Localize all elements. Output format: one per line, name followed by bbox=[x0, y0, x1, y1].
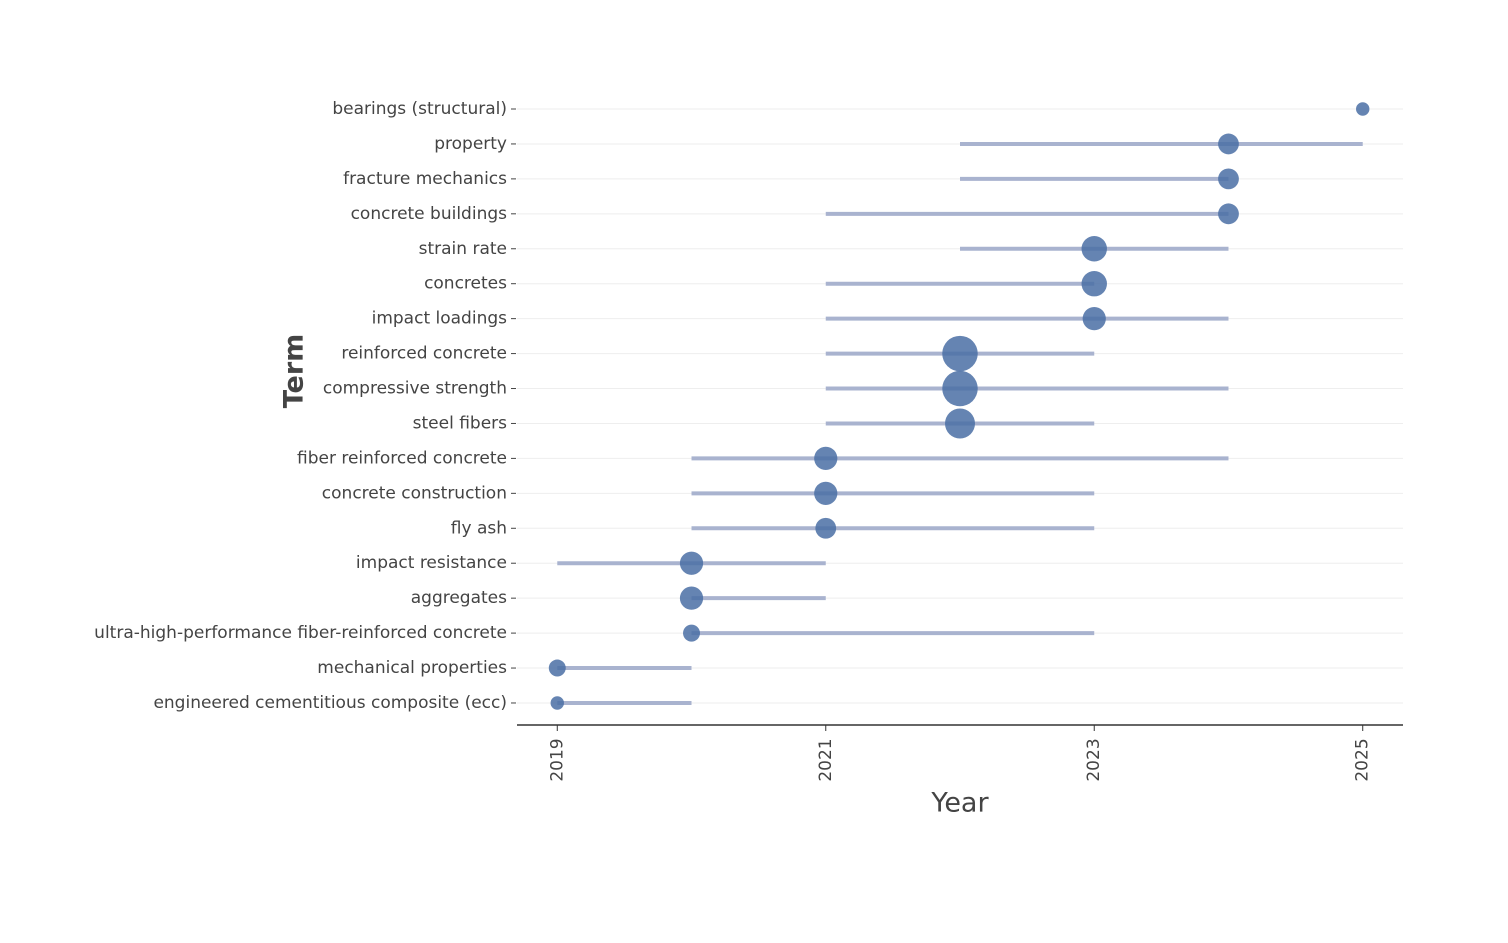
y-tick-label: concrete buildings bbox=[351, 204, 508, 224]
y-tick-label: fiber reinforced concrete bbox=[297, 448, 507, 468]
median-point bbox=[815, 517, 837, 539]
y-tick-label: reinforced concrete bbox=[341, 344, 507, 364]
y-tick-label: mechanical properties bbox=[317, 658, 507, 678]
x-tick-label: 2025 bbox=[1353, 738, 1373, 781]
median-point bbox=[814, 446, 838, 471]
x-axis-title: Year bbox=[930, 788, 989, 819]
median-point bbox=[1218, 203, 1239, 225]
y-tick-label: fly ash bbox=[451, 518, 507, 538]
y-axis-title: Term bbox=[279, 334, 310, 409]
y-tick-label: engineered cementitious composite (ecc) bbox=[153, 693, 507, 713]
median-point bbox=[1218, 168, 1239, 190]
median-point bbox=[945, 408, 975, 439]
median-point bbox=[548, 659, 566, 677]
x-tick-label: 2021 bbox=[816, 738, 836, 781]
median-point bbox=[814, 481, 838, 505]
x-tick-label: 2023 bbox=[1084, 738, 1104, 781]
y-tick-label: property bbox=[434, 134, 507, 154]
y-tick-label: fracture mechanics bbox=[343, 169, 507, 189]
median-point bbox=[1081, 270, 1107, 297]
y-tick-label: impact loadings bbox=[372, 309, 508, 329]
median-point bbox=[1218, 133, 1239, 155]
y-tick-label: aggregates bbox=[411, 588, 507, 608]
x-tick-label: 2019 bbox=[547, 738, 567, 781]
y-tick-label: concretes bbox=[424, 274, 507, 294]
y-tick-label: ultra-high-performance fiber-reinforced … bbox=[94, 623, 507, 643]
y-tick-label: bearings (structural) bbox=[332, 99, 507, 119]
median-point bbox=[1356, 102, 1370, 116]
y-tick-label: impact resistance bbox=[356, 553, 507, 573]
median-point bbox=[1082, 307, 1106, 331]
median-point bbox=[942, 335, 978, 372]
median-point bbox=[942, 370, 978, 407]
y-tick-label: concrete construction bbox=[322, 483, 507, 503]
median-point bbox=[1081, 236, 1107, 262]
y-tick-label: compressive strength bbox=[323, 379, 507, 399]
median-point bbox=[679, 551, 704, 575]
median-point bbox=[679, 586, 704, 610]
median-point bbox=[550, 696, 564, 710]
y-tick-label: steel fibers bbox=[413, 413, 508, 433]
median-point bbox=[683, 624, 701, 642]
y-tick-label: strain rate bbox=[419, 239, 507, 259]
